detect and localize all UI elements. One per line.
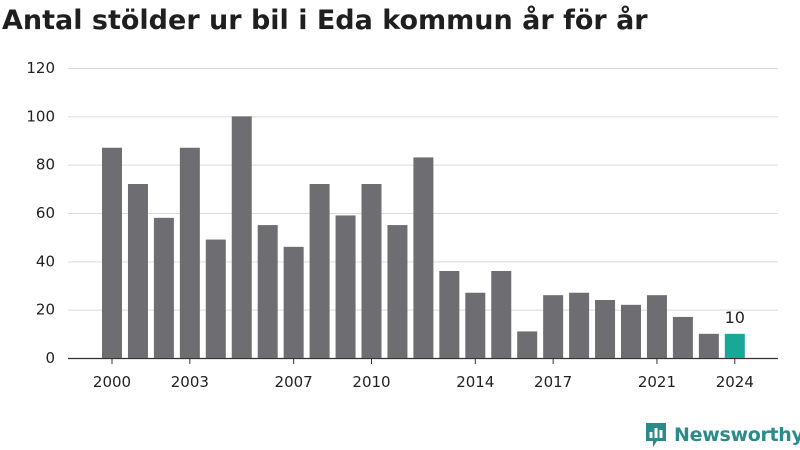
bar-2016	[517, 331, 538, 358]
bar-2001	[127, 184, 148, 358]
y-tick-label: 80	[36, 156, 55, 174]
bar-2017	[543, 295, 564, 358]
bar-2011	[387, 225, 408, 358]
bar-2002	[153, 217, 174, 358]
x-tick-label: 2007	[275, 373, 313, 391]
bar-2018	[569, 292, 590, 358]
bar-2010	[361, 184, 382, 358]
x-tick-label: 2000	[93, 373, 131, 391]
bar-2009	[335, 215, 356, 358]
y-tick-label: 40	[36, 252, 55, 270]
data-label: 10	[725, 308, 745, 327]
bar-2000	[102, 147, 122, 358]
brand-logo: Newsworthy	[644, 421, 800, 449]
x-tick-label: 2021	[638, 373, 676, 391]
x-tick-label: 2024	[716, 373, 754, 391]
bar-2024	[724, 333, 745, 358]
bar-2021	[646, 295, 667, 358]
y-tick-label: 20	[36, 301, 55, 319]
y-tick-label: 100	[26, 107, 55, 125]
bar-2015	[491, 271, 512, 358]
y-tick-label: 120	[26, 59, 55, 77]
newsworthy-logo-icon	[646, 423, 666, 447]
bar-2007	[283, 246, 304, 358]
bar-2005	[231, 116, 252, 358]
bar-2006	[257, 225, 278, 358]
bar-2004	[205, 239, 226, 358]
bar-2008	[309, 184, 330, 358]
y-axis-ticks: 0 20 40 60 80 100 120	[26, 59, 55, 367]
bar-2019	[595, 300, 616, 358]
bar-2014	[465, 292, 486, 358]
y-tick-label: 0	[45, 349, 55, 367]
x-axis-ticks: 2000 2003 2007 2010 2014 2017 2021 2024	[93, 358, 754, 391]
bars	[102, 116, 745, 358]
x-tick-label: 2003	[171, 373, 209, 391]
bar-2013	[439, 271, 460, 358]
bar-2003	[179, 147, 200, 358]
bar-2012	[413, 157, 434, 358]
chart-title: Antal stölder ur bil i Eda kommun år för…	[2, 5, 648, 36]
x-tick-label: 2010	[352, 373, 390, 391]
x-tick-label: 2017	[534, 373, 572, 391]
bar-2023	[698, 333, 719, 358]
x-tick-label: 2014	[456, 373, 494, 391]
brand-name: Newsworthy	[674, 424, 800, 446]
bar-2020	[621, 304, 641, 358]
y-tick-label: 60	[36, 204, 55, 222]
data-labels: 10	[725, 308, 745, 327]
bar-2022	[672, 316, 693, 358]
